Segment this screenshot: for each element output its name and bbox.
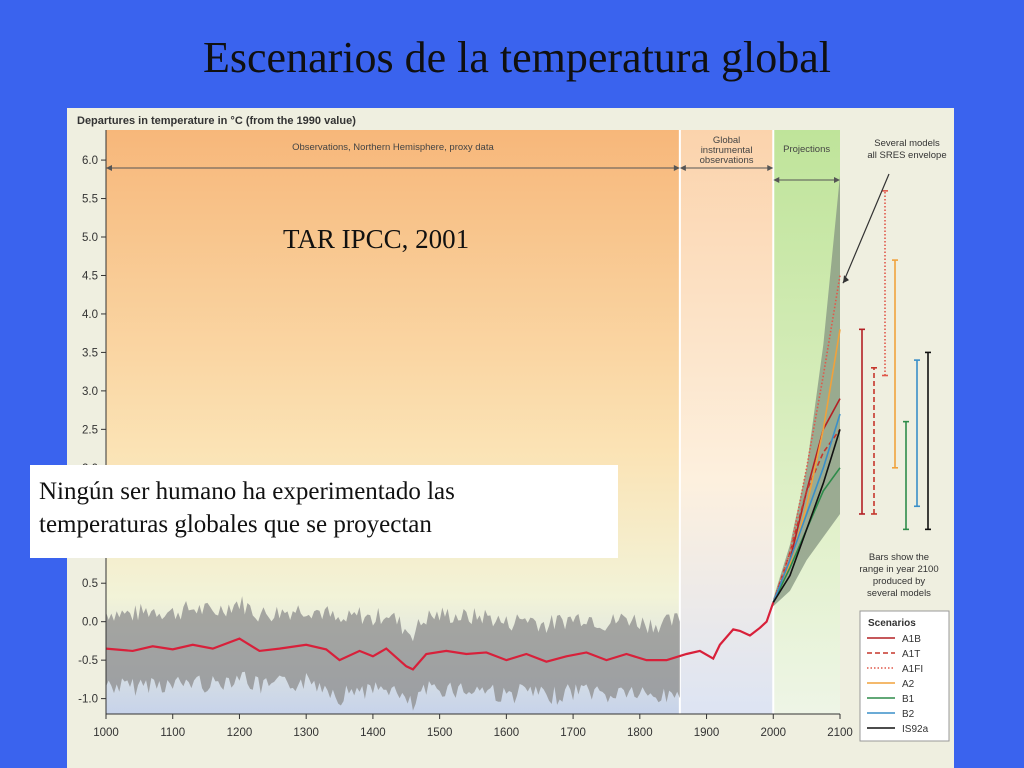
bars-note: produced by xyxy=(873,576,926,587)
period-label-instrumental: Global xyxy=(713,135,740,146)
period-label-proxy: Observations, Northern Hemisphere, proxy… xyxy=(292,142,494,153)
legend-box xyxy=(859,610,950,742)
y-tick-label: 0.0 xyxy=(82,617,98,629)
arrow-projections-head xyxy=(834,177,840,183)
x-tick-label: 1900 xyxy=(694,727,720,739)
envelope-note: all SRES envelope xyxy=(867,150,946,161)
x-tick-label: 1300 xyxy=(293,727,319,739)
bars-note: range in year 2100 xyxy=(859,564,938,575)
y-tick-label: 6.0 xyxy=(82,155,98,167)
legend-label-A1B: A1B xyxy=(902,634,921,645)
callout-line-1: Ningún ser humano ha experimentado las xyxy=(39,478,455,505)
legend-label-IS92a: IS92a xyxy=(902,724,929,735)
x-tick-label: 2100 xyxy=(827,727,853,739)
x-tick-label: 1400 xyxy=(360,727,386,739)
callout-line-2: temperaturas globales que se proyectan xyxy=(39,511,432,538)
x-tick-label: 1000 xyxy=(93,727,119,739)
period-label-instrumental: observations xyxy=(700,155,754,166)
sres-envelope xyxy=(773,175,840,607)
series-line-A1FI xyxy=(772,275,841,603)
y-tick-label: 5.5 xyxy=(82,194,98,206)
callout-box: Ningún ser humano ha experimentado las t… xyxy=(30,465,618,558)
y-tick-label: -0.5 xyxy=(78,655,98,667)
x-tick-label: 1600 xyxy=(494,727,520,739)
x-tick-label: 1700 xyxy=(560,727,586,739)
series-line-B2 xyxy=(772,413,841,603)
series-line-A2 xyxy=(772,329,841,603)
legend-label-B1: B1 xyxy=(902,694,915,705)
envelope-pointer xyxy=(842,173,890,284)
y-tick-label: -1.0 xyxy=(78,694,98,706)
legend-label-A1FI: A1FI xyxy=(902,664,923,675)
arrow-proxy-head xyxy=(106,165,112,171)
arrow-instrumental-head xyxy=(767,165,774,171)
x-tick-label: 1500 xyxy=(427,727,453,739)
bars-note: several models xyxy=(867,588,931,599)
y-tick-label: 2.5 xyxy=(82,424,98,436)
series-line-IS92a xyxy=(772,429,841,603)
envelope-note: Several models xyxy=(874,138,940,149)
tar-ipcc-annotation: TAR IPCC, 2001 xyxy=(283,224,470,254)
x-tick-label: 1100 xyxy=(160,727,185,739)
y-tick-label: 5.0 xyxy=(82,232,98,244)
legend-label-A1T: A1T xyxy=(902,649,920,660)
x-tick-label: 1800 xyxy=(627,727,653,739)
arrow-instrumental-head xyxy=(679,165,686,171)
temperature-chart: Departures in temperature in °C (from th… xyxy=(67,108,954,768)
arrow-proxy-head xyxy=(673,165,680,171)
y-tick-label: 4.0 xyxy=(82,309,98,321)
x-tick-label: 1200 xyxy=(227,727,253,739)
legend-title: Scenarios xyxy=(868,618,916,629)
y-tick-label: 4.5 xyxy=(82,270,98,282)
legend-label-B2: B2 xyxy=(902,709,915,720)
arrow-projections-head xyxy=(773,177,780,183)
period-label-projections: Projections xyxy=(783,144,830,155)
legend-label-A2: A2 xyxy=(902,679,915,690)
period-label-instrumental: instrumental xyxy=(701,145,753,156)
y-tick-label: 3.5 xyxy=(82,347,98,359)
period-background-1 xyxy=(679,130,774,714)
observed-temperature-line xyxy=(105,602,775,671)
y-tick-label: 0.5 xyxy=(82,578,98,590)
y-axis-label: Departures in temperature in °C (from th… xyxy=(77,115,356,127)
envelope-pointer-head xyxy=(843,275,849,284)
slide-title: Escenarios de la temperatura global xyxy=(203,33,831,82)
bars-note: Bars show the xyxy=(869,552,929,563)
x-tick-label: 2000 xyxy=(760,727,786,739)
y-tick-label: 3.0 xyxy=(82,386,98,398)
